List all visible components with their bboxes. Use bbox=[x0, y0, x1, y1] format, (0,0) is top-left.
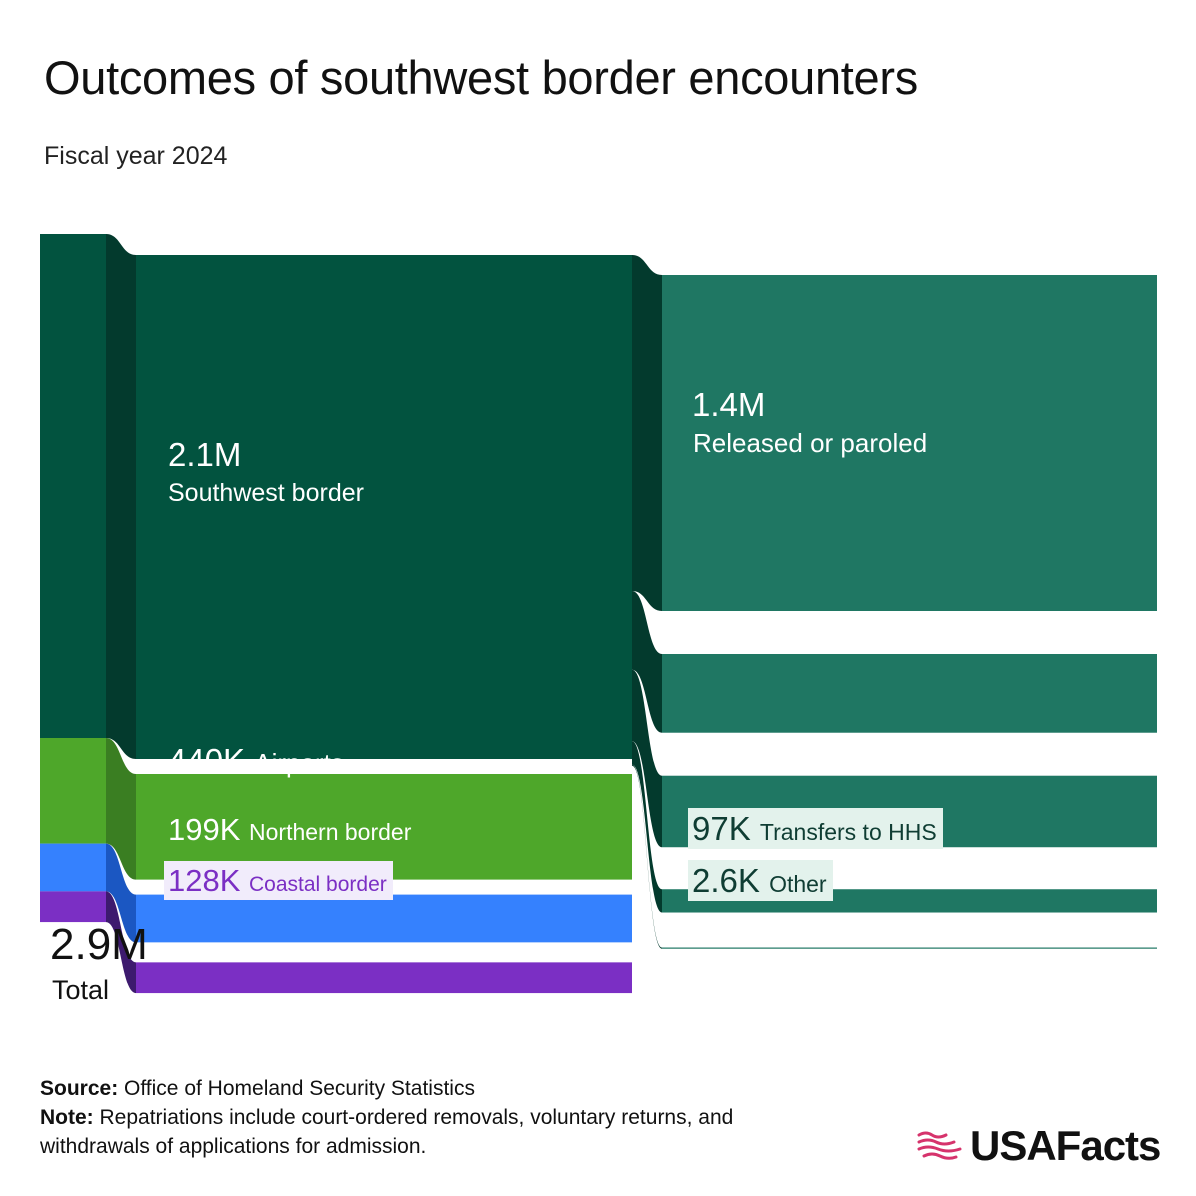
ice-value: 328K bbox=[692, 620, 779, 657]
note-line: Note: Repatriations include court-ordere… bbox=[40, 1103, 760, 1161]
flow-southwest-to-hhs bbox=[632, 741, 662, 913]
label-released-name: Released or paroled bbox=[693, 430, 927, 456]
hhs-value: 97K bbox=[692, 810, 760, 847]
outcome-bar-other bbox=[662, 947, 1157, 949]
outcome-bar-ice bbox=[662, 654, 1157, 733]
flow-southwest-to-repatriated bbox=[632, 669, 662, 848]
other-name: Other bbox=[769, 871, 827, 897]
brand-name: USAFacts bbox=[970, 1122, 1161, 1169]
usafacts-logo: USAFacts bbox=[916, 1122, 1161, 1170]
label-northern: 199K Northern border bbox=[168, 814, 411, 845]
flow-southwest-to-ice bbox=[632, 591, 662, 733]
southwest-value: 2.1M bbox=[168, 436, 242, 473]
source-label: Source: bbox=[40, 1077, 119, 1100]
label-repatriated: 298K Repatriated bbox=[692, 730, 897, 763]
label-other: 2.6K Other bbox=[688, 860, 833, 901]
coastal-name: Coastal border bbox=[249, 873, 387, 896]
outcome-bar-released bbox=[662, 275, 1157, 611]
hhs-name: Transfers to HHS bbox=[759, 819, 937, 845]
northern-value: 199K bbox=[168, 812, 250, 847]
label-airports: 440K Airports bbox=[168, 744, 344, 777]
chart-subtitle: Fiscal year 2024 bbox=[44, 142, 228, 170]
flow-total-to-coastal bbox=[106, 891, 136, 994]
label-released-value: 1.4M bbox=[692, 388, 765, 421]
label-southwest-name: Southwest border bbox=[168, 481, 364, 506]
chart-title: Outcomes of southwest border encounters bbox=[44, 51, 918, 104]
repatriated-value: 298K bbox=[692, 728, 779, 765]
released-name: Released or paroled bbox=[693, 428, 928, 458]
flow-southwest-to-released bbox=[632, 255, 662, 611]
flow-southwest-to-other bbox=[632, 764, 662, 949]
southwest-name: Southwest border bbox=[168, 479, 364, 507]
source-text: Office of Homeland Security Statistics bbox=[118, 1077, 475, 1100]
total-label: Total bbox=[52, 975, 110, 1005]
coastal-value: 128K bbox=[168, 863, 250, 898]
flow-total-to-northern bbox=[106, 843, 136, 943]
label-ice: 328K Transfers to ICE bbox=[692, 622, 945, 655]
airports-value: 440K bbox=[168, 742, 255, 779]
total-segment-southwest bbox=[40, 234, 106, 738]
note-text: Repatriations include court-ordered remo… bbox=[40, 1106, 734, 1158]
total-segment-coastal bbox=[40, 891, 106, 923]
total-value: 2.9M bbox=[50, 920, 148, 969]
total-segment-northern bbox=[40, 843, 106, 892]
released-value: 1.4M bbox=[692, 386, 766, 423]
usafacts-flag-icon bbox=[917, 1131, 962, 1160]
ice-name: Transfers to ICE bbox=[778, 629, 945, 655]
airports-name: Airports bbox=[254, 748, 344, 778]
other-value: 2.6K bbox=[692, 862, 770, 899]
source-bar-southwest bbox=[136, 255, 632, 759]
source-line: Source: Office of Homeland Security Stat… bbox=[40, 1074, 760, 1103]
label-southwest: 2.1M bbox=[168, 438, 241, 471]
source-bar-northern bbox=[136, 894, 632, 943]
flow-total-to-southwest bbox=[106, 234, 136, 759]
total-segment-airports bbox=[40, 738, 106, 844]
label-coastal: 128K Coastal border bbox=[164, 861, 393, 900]
northern-name: Northern border bbox=[249, 819, 412, 845]
label-hhs: 97K Transfers to HHS bbox=[688, 808, 943, 849]
source-bar-coastal bbox=[136, 962, 632, 994]
note-label: Note: bbox=[40, 1106, 94, 1129]
footer-notes: Source: Office of Homeland Security Stat… bbox=[40, 1074, 760, 1161]
repatriated-name: Repatriated bbox=[778, 737, 898, 763]
flow-total-to-airports bbox=[106, 738, 136, 880]
